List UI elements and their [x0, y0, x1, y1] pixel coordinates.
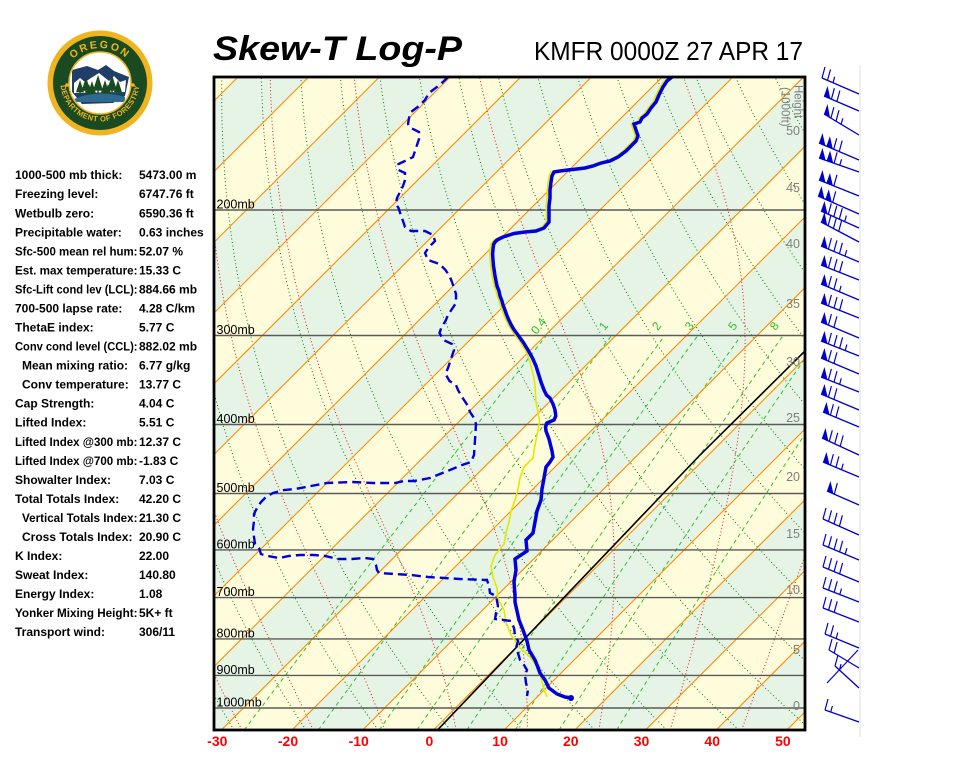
- svg-text:K Index:: K Index:: [15, 549, 62, 563]
- svg-text:Height: Height: [792, 85, 804, 119]
- svg-text:1000-500 mb thick:: 1000-500 mb thick:: [15, 168, 122, 182]
- svg-text:35: 35: [786, 297, 800, 311]
- svg-text:(1000ft): (1000ft): [779, 87, 791, 127]
- svg-text:Lifted Index @300 mb:: Lifted Index @300 mb:: [15, 435, 138, 449]
- svg-text:0: 0: [426, 733, 434, 749]
- svg-text:700-500 lapse rate:: 700-500 lapse rate:: [15, 302, 122, 316]
- svg-text:Energy Index:: Energy Index:: [15, 587, 94, 601]
- svg-text:-20: -20: [278, 733, 298, 749]
- svg-text:Skew-T Log-P: Skew-T Log-P: [213, 30, 463, 68]
- svg-text:15.33 C: 15.33 C: [139, 263, 181, 277]
- svg-text:25: 25: [786, 411, 800, 425]
- svg-text:6590.36 ft: 6590.36 ft: [139, 206, 194, 220]
- svg-text:900mb: 900mb: [217, 663, 255, 677]
- svg-text:Lifted Index:: Lifted Index:: [15, 416, 86, 430]
- svg-text:0: 0: [793, 699, 800, 713]
- svg-text:ThetaE index:: ThetaE index:: [15, 321, 94, 335]
- svg-text:Total Totals Index:: Total Totals Index:: [15, 492, 119, 506]
- svg-text:22.00: 22.00: [139, 549, 169, 563]
- svg-text:Cap Strength:: Cap Strength:: [15, 397, 94, 411]
- svg-text:1000mb: 1000mb: [217, 696, 262, 710]
- svg-text:700mb: 700mb: [217, 585, 255, 599]
- svg-text:Transport wind:: Transport wind:: [15, 625, 105, 639]
- svg-text:4.04 C: 4.04 C: [139, 397, 175, 411]
- svg-text:1.08: 1.08: [139, 587, 163, 601]
- svg-text:5: 5: [793, 643, 800, 657]
- svg-text:20: 20: [563, 733, 579, 749]
- svg-text:6747.76 ft: 6747.76 ft: [139, 187, 194, 201]
- svg-text:Cross Totals Index:: Cross Totals Index:: [22, 530, 132, 544]
- svg-text:5473.00 m: 5473.00 m: [139, 168, 196, 182]
- svg-text:13.77 C: 13.77 C: [139, 378, 181, 392]
- svg-text:140.80: 140.80: [139, 568, 176, 582]
- svg-text:Lifted Index @700 mb:: Lifted Index @700 mb:: [15, 454, 138, 468]
- svg-text:45: 45: [786, 181, 800, 195]
- svg-text:Precipitable water:: Precipitable water:: [15, 225, 122, 239]
- svg-text:Vertical Totals Index:: Vertical Totals Index:: [22, 511, 138, 525]
- svg-text:Yonker Mixing Height:: Yonker Mixing Height:: [15, 606, 138, 620]
- svg-text:50: 50: [786, 124, 800, 138]
- svg-text:600mb: 600mb: [217, 537, 255, 551]
- svg-text:Sfc-500 mean rel hum:: Sfc-500 mean rel hum:: [15, 244, 138, 258]
- svg-text:Conv cond level (CCL):: Conv cond level (CCL):: [15, 340, 138, 354]
- svg-text:21.30 C: 21.30 C: [139, 511, 181, 525]
- svg-text:Showalter Index:: Showalter Index:: [15, 473, 111, 487]
- svg-text:400mb: 400mb: [217, 412, 255, 426]
- svg-text:5.77 C: 5.77 C: [139, 321, 175, 335]
- svg-text:Wetbulb zero:: Wetbulb zero:: [15, 206, 94, 220]
- svg-text:4.28 C/km: 4.28 C/km: [139, 302, 195, 316]
- svg-text:7.03 C: 7.03 C: [139, 473, 175, 487]
- svg-text:20.90 C: 20.90 C: [139, 530, 181, 544]
- svg-text:882.02 mb: 882.02 mb: [139, 340, 197, 354]
- svg-text:-10: -10: [349, 733, 369, 749]
- svg-text:40: 40: [786, 237, 800, 251]
- svg-text:-1.83 C: -1.83 C: [139, 454, 179, 468]
- svg-text:0.63 inches: 0.63 inches: [139, 225, 204, 239]
- svg-text:30: 30: [786, 355, 800, 369]
- svg-text:10: 10: [492, 733, 508, 749]
- svg-text:50: 50: [775, 733, 791, 749]
- svg-text:300mb: 300mb: [217, 323, 255, 337]
- svg-text:52.07 %: 52.07 %: [139, 244, 183, 258]
- svg-text:Freezing level:: Freezing level:: [15, 187, 98, 201]
- svg-text:20: 20: [786, 470, 800, 484]
- svg-text:12.37 C: 12.37 C: [139, 435, 181, 449]
- svg-text:6.77 g/kg: 6.77 g/kg: [139, 359, 190, 373]
- svg-text:200mb: 200mb: [217, 198, 255, 212]
- svg-text:5K+ ft: 5K+ ft: [139, 606, 173, 620]
- svg-text:KMFR 0000Z 27 APR 17: KMFR 0000Z 27 APR 17: [534, 36, 803, 66]
- svg-text:30: 30: [634, 733, 650, 749]
- svg-text:10: 10: [786, 583, 800, 597]
- svg-text:Conv temperature:: Conv temperature:: [22, 378, 129, 392]
- svg-text:306/11: 306/11: [139, 625, 175, 639]
- svg-text:Mean mixing ratio:: Mean mixing ratio:: [22, 359, 128, 373]
- svg-text:42.20 C: 42.20 C: [139, 492, 181, 506]
- svg-text:5.51 C: 5.51 C: [139, 416, 175, 430]
- svg-text:15: 15: [786, 527, 800, 541]
- svg-text:Sweat Index:: Sweat Index:: [15, 568, 88, 582]
- svg-text:-30: -30: [207, 733, 227, 749]
- svg-text:Sfc-Lift cond lev (LCL):: Sfc-Lift cond lev (LCL):: [15, 282, 138, 296]
- svg-text:884.66 mb: 884.66 mb: [139, 282, 197, 296]
- svg-text:500mb: 500mb: [217, 481, 255, 495]
- svg-text:800mb: 800mb: [217, 626, 255, 640]
- svg-text:Est. max temperature:: Est. max temperature:: [15, 263, 138, 277]
- svg-text:40: 40: [704, 733, 720, 749]
